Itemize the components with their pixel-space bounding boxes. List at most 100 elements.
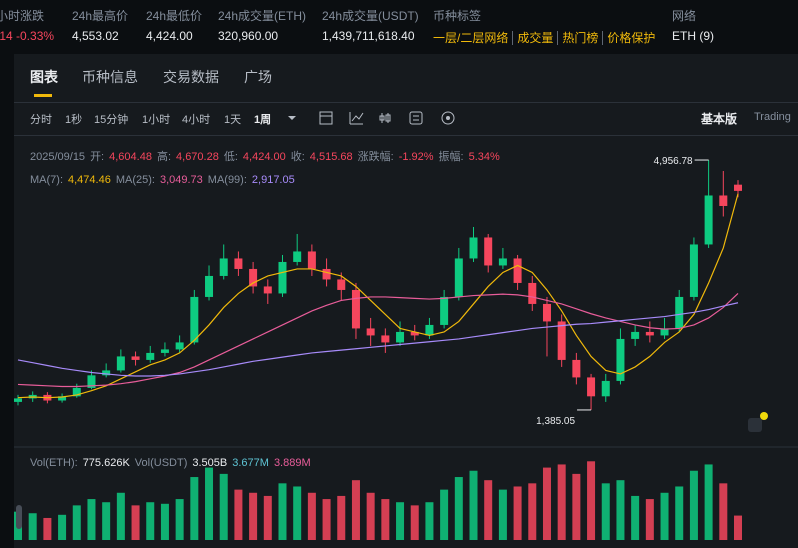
stat-value: 4,424.00 <box>146 29 193 43</box>
volume-bar <box>734 515 742 540</box>
candle-body <box>734 184 742 191</box>
stat-label: 24h成交量(USDT) <box>322 9 419 23</box>
high-label: 4,956.78 <box>654 156 693 167</box>
stat-value: 320,960.00 <box>218 29 279 43</box>
volume-bar <box>263 495 272 540</box>
candle-body <box>675 296 684 329</box>
candle-body <box>116 356 125 371</box>
volume-bar <box>58 514 67 540</box>
interval[interactable]: 分时 <box>30 114 52 126</box>
interval[interactable]: 1小时 <box>142 114 171 126</box>
tab-underline <box>34 94 52 97</box>
legend-value: 775.626K <box>82 457 130 469</box>
candle-body <box>631 331 640 339</box>
candle-body <box>557 321 566 360</box>
tag[interactable]: 热门榜 <box>562 31 604 45</box>
candle-body <box>249 268 258 287</box>
tag[interactable]: 价格保护 <box>607 31 656 45</box>
legend-label: 低: <box>223 151 238 163</box>
volume-bar <box>528 483 537 540</box>
candle-body <box>528 282 537 304</box>
ohlc-legend: 2025/09/15 开: 4,604.48 高: 4,670.28 低: 4,424.00… <box>30 148 505 164</box>
volume-bar <box>719 483 728 540</box>
stat-label: 网络 <box>672 9 697 23</box>
chart-panel: 图表 币种信息 交易数据 广场 分时 1秒 15分钟 1小时 4小时 1天 1周 基本版 T… <box>14 54 798 548</box>
candle-body <box>425 324 434 336</box>
volume-bar <box>116 492 125 540</box>
volume-bar <box>205 467 214 540</box>
scroll-handle <box>16 505 22 529</box>
tag[interactable]: 成交量 <box>517 31 559 45</box>
tab[interactable]: 交易数据 <box>163 69 219 85</box>
legend-label: 高: <box>156 151 172 163</box>
volume-bar <box>572 473 581 540</box>
candle-body <box>72 387 81 397</box>
candle-body <box>601 380 610 397</box>
volume-bar <box>234 489 243 540</box>
volume-bar <box>351 480 360 540</box>
volume-bar <box>278 483 287 540</box>
candle-body <box>160 349 169 353</box>
volume-bar <box>190 477 199 540</box>
volume-bar <box>160 503 169 540</box>
stat-value: .14 -0.33% <box>0 29 55 43</box>
interval[interactable]: 15分钟 <box>94 114 129 126</box>
tab[interactable]: 广场 <box>244 69 272 85</box>
legend-label: 振幅: <box>438 151 464 163</box>
mode[interactable]: Trading <box>754 111 791 123</box>
candle-body <box>131 356 140 360</box>
legend-value: 4,474.46 <box>68 174 111 186</box>
stat-label: 币种标签 <box>433 9 482 23</box>
legend-value: 4,515.68 <box>309 151 353 163</box>
stat-label: 24h最高价 <box>72 9 129 23</box>
candle-body <box>337 279 346 290</box>
candle-body <box>87 375 96 388</box>
volume-bar <box>542 467 551 540</box>
candle-body <box>719 195 728 206</box>
interval[interactable]: 1周 <box>254 114 272 126</box>
divider <box>14 102 798 103</box>
volume-bar <box>660 492 669 540</box>
legend-label: 涨跌幅: <box>357 151 394 163</box>
candle-body <box>587 377 596 397</box>
mode[interactable]: 基本版 <box>701 112 738 126</box>
legend-label: Vol(USDT) <box>134 457 188 469</box>
candle-body <box>616 338 625 381</box>
candle-body <box>542 303 551 322</box>
legend-value: 2,917.05 <box>251 174 295 186</box>
tab[interactable]: 图表 <box>30 69 58 85</box>
legend-value: 4,604.48 <box>109 151 152 163</box>
volume-bar <box>175 499 184 540</box>
candle-body <box>704 195 713 245</box>
stat-value: ETH (9) <box>672 29 714 43</box>
legend-value: 3.889M <box>273 457 311 469</box>
legend-label: 收: <box>290 151 305 163</box>
candle-body <box>234 258 243 269</box>
legend-label: MA(7): <box>30 174 63 186</box>
volume-bar <box>87 499 96 540</box>
legend-label: MA(25): <box>115 174 155 186</box>
widget-icon <box>748 418 762 432</box>
legend-value: 3,049.73 <box>159 174 203 186</box>
stat-label: 小时涨跌 <box>0 9 45 23</box>
tab[interactable]: 币种信息 <box>82 69 138 85</box>
candle-body <box>498 258 507 266</box>
legend-value: 4,424.00 <box>242 151 286 163</box>
candle-body <box>645 331 654 336</box>
candle-body <box>484 237 493 266</box>
candle-body <box>278 261 287 294</box>
interval[interactable]: 4小时 <box>182 114 211 126</box>
candle-body <box>190 296 199 343</box>
interval[interactable]: 1秒 <box>65 114 83 126</box>
interval[interactable]: 1天 <box>224 114 242 126</box>
legend-value: 4,670.28 <box>176 151 219 163</box>
volume-bar <box>631 495 640 540</box>
candle-body <box>146 352 155 360</box>
legend-value: 5.34% <box>468 151 500 163</box>
candle-body <box>293 251 302 262</box>
tag[interactable]: 一层/二层网络 <box>433 31 514 45</box>
candle-body <box>102 370 111 376</box>
ma-line <box>17 193 739 399</box>
candle-body <box>307 251 316 269</box>
volume-bar <box>469 470 478 540</box>
